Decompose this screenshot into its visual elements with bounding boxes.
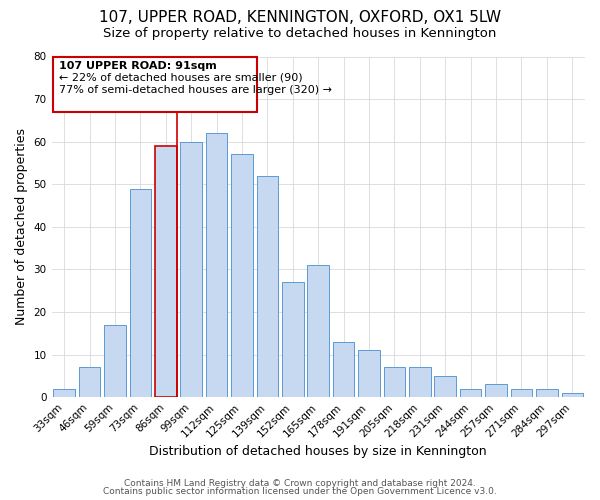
X-axis label: Distribution of detached houses by size in Kennington: Distribution of detached houses by size …: [149, 444, 487, 458]
Bar: [257, 176, 278, 397]
Bar: [460, 388, 481, 397]
Bar: [358, 350, 380, 397]
Bar: [562, 393, 583, 397]
Text: 107 UPPER ROAD: 91sqm: 107 UPPER ROAD: 91sqm: [59, 61, 217, 71]
Text: 77% of semi-detached houses are larger (320) →: 77% of semi-detached houses are larger (…: [59, 86, 332, 96]
Text: Contains HM Land Registry data © Crown copyright and database right 2024.: Contains HM Land Registry data © Crown c…: [124, 478, 476, 488]
Y-axis label: Number of detached properties: Number of detached properties: [15, 128, 28, 326]
Bar: [181, 142, 202, 397]
Bar: [409, 368, 431, 397]
Bar: [485, 384, 507, 397]
Bar: [130, 188, 151, 397]
Bar: [307, 265, 329, 397]
Bar: [434, 376, 456, 397]
Bar: [511, 388, 532, 397]
Bar: [206, 133, 227, 397]
Bar: [333, 342, 355, 397]
Bar: [104, 325, 126, 397]
Text: ← 22% of detached houses are smaller (90): ← 22% of detached houses are smaller (90…: [59, 72, 303, 83]
Text: Size of property relative to detached houses in Kennington: Size of property relative to detached ho…: [103, 28, 497, 40]
Text: 107, UPPER ROAD, KENNINGTON, OXFORD, OX1 5LW: 107, UPPER ROAD, KENNINGTON, OXFORD, OX1…: [99, 10, 501, 25]
FancyBboxPatch shape: [53, 56, 257, 112]
Text: Contains public sector information licensed under the Open Government Licence v3: Contains public sector information licen…: [103, 487, 497, 496]
Bar: [231, 154, 253, 397]
Bar: [383, 368, 405, 397]
Bar: [79, 368, 100, 397]
Bar: [536, 388, 557, 397]
Bar: [155, 146, 176, 397]
Bar: [282, 282, 304, 397]
Bar: [53, 388, 75, 397]
